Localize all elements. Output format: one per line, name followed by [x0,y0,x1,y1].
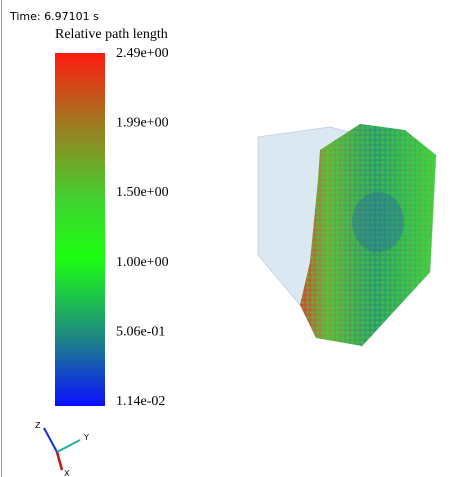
colorbar-tick-label: 2.49e+00 [116,46,169,61]
axes-triad: Z Y X [35,421,89,477]
y-label: Y [83,433,89,442]
particle-texture [300,124,436,346]
y-axis [56,439,81,453]
z-label: Z [35,421,41,430]
colorbar-tick-label: 1.14e-02 [116,394,165,409]
time-label: Time: 6.97101 s [9,10,99,23]
colorbar-tick-label: 1.50e+00 [116,185,169,200]
colorbar-tick-label: 1.00e+00 [116,255,169,270]
colorbar-tick-label: 1.99e+00 [116,116,169,131]
model [257,124,437,347]
colorbar-tick-label: 5.06e-01 [116,324,165,339]
x-label: X [64,469,70,477]
colorbar [55,53,105,406]
x-axis [55,451,64,471]
z-axis [43,427,58,453]
particle-core [352,192,404,252]
colorbar-title: Relative path length [55,27,168,42]
